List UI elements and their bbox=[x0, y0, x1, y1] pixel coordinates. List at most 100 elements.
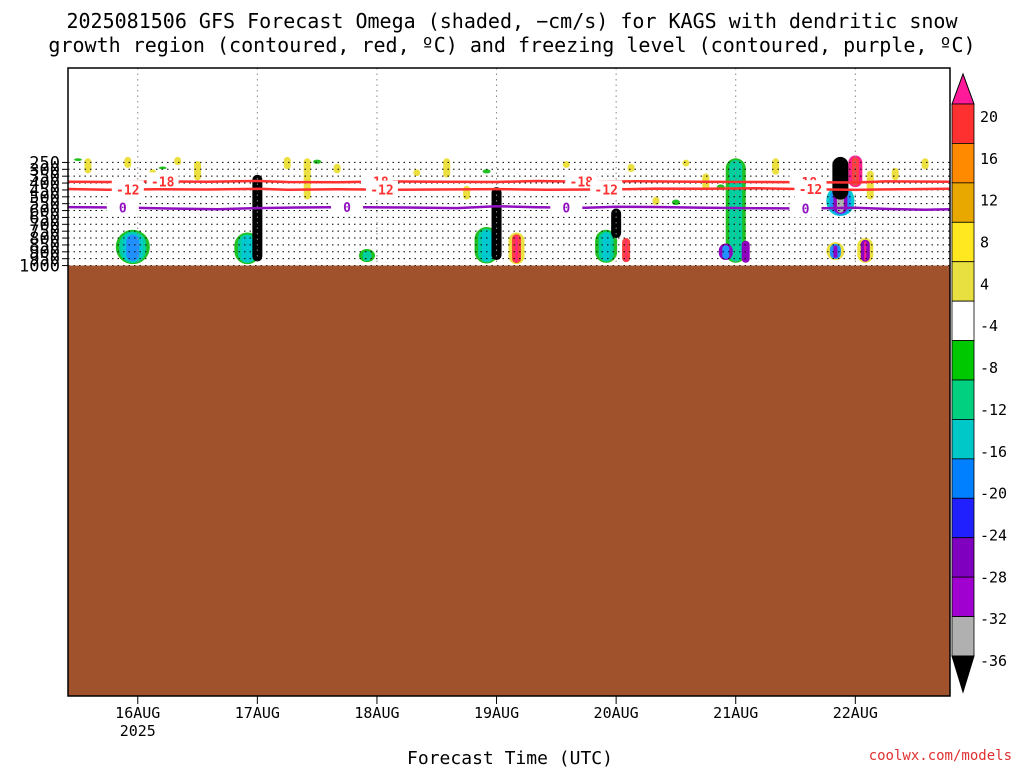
chart-title-line2: growth region (contoured, red, ºC) and f… bbox=[48, 33, 975, 57]
colorbar-swatch bbox=[951, 458, 975, 499]
contour-label: 0 bbox=[802, 202, 810, 217]
contour-label: -12 bbox=[594, 183, 617, 198]
y-tick-label: 700 bbox=[29, 215, 60, 235]
colorbar-swatch bbox=[951, 537, 975, 578]
x-tick-label: 20AUG bbox=[594, 704, 639, 722]
y-tick-label: 350 bbox=[29, 167, 60, 187]
omega-contour-region bbox=[283, 156, 291, 170]
watermark: coolwx.com/models bbox=[869, 748, 1012, 764]
y-tick-label: 300 bbox=[29, 160, 60, 180]
updraft-core-1 bbox=[252, 174, 263, 262]
contour-label: -12 bbox=[116, 183, 139, 198]
colorbar-swatch bbox=[951, 616, 975, 657]
colorbar-label: 16 bbox=[980, 150, 998, 168]
contour-label: -12 bbox=[799, 183, 822, 198]
colorbar-swatch bbox=[951, 576, 975, 617]
omega-contour-region bbox=[124, 156, 132, 168]
contour-label: -12 bbox=[370, 184, 393, 199]
x-tick-label: 19AUG bbox=[474, 704, 519, 722]
omega-contour-region bbox=[174, 156, 182, 166]
y-tick-label: 1000 bbox=[19, 257, 60, 277]
colorbar-swatch bbox=[951, 497, 975, 539]
omega-contour-region bbox=[864, 241, 867, 261]
contour-label: 0 bbox=[343, 201, 351, 216]
colorbar-label: 20 bbox=[980, 108, 998, 126]
colorbar-label: -16 bbox=[980, 443, 1007, 461]
omega-contour-region bbox=[443, 158, 451, 178]
omega-contour-region bbox=[891, 167, 899, 181]
updraft-core-4 bbox=[832, 156, 849, 200]
colorbar-label: -8 bbox=[980, 359, 998, 377]
omega-contour-region bbox=[126, 234, 140, 261]
x-tick-label: 18AUG bbox=[354, 704, 399, 722]
contour-label: 0 bbox=[119, 202, 127, 217]
colorbar-label: -32 bbox=[980, 610, 1007, 628]
omega-contour-region bbox=[333, 163, 341, 174]
axes: 2503003504004505005506006507007508008509… bbox=[19, 67, 951, 740]
x-tick-sublabel: 2025 bbox=[120, 722, 156, 740]
omega-contour-region bbox=[482, 169, 491, 174]
y-tick-label: 550 bbox=[29, 195, 60, 215]
chart-title-line1: 2025081506 GFS Forecast Omega (shaded, −… bbox=[66, 9, 958, 33]
omega-contour-region bbox=[625, 239, 627, 262]
y-tick-label: 950 bbox=[29, 250, 60, 270]
omega-contour-region bbox=[515, 235, 518, 262]
y-tick-label: 750 bbox=[29, 222, 60, 242]
colorbar-swatch bbox=[951, 143, 975, 184]
y-tick-label: 500 bbox=[29, 188, 60, 208]
y-tick-label: 650 bbox=[29, 208, 60, 228]
omega-contour-region bbox=[921, 158, 929, 170]
x-tick-label: 21AUG bbox=[713, 704, 758, 722]
omega-contour-region bbox=[833, 245, 838, 258]
omega-contour-region bbox=[682, 159, 690, 167]
colorbar-swatch bbox=[951, 419, 975, 460]
y-tick-label: 600 bbox=[29, 202, 60, 222]
colorbar-swatch bbox=[951, 261, 975, 302]
omega-contour-region bbox=[413, 169, 421, 177]
omega-contour-region bbox=[241, 235, 254, 262]
colorbar-label: 4 bbox=[980, 275, 989, 293]
surface-band bbox=[68, 265, 950, 696]
omega-contour-region bbox=[652, 196, 660, 206]
omega-contour-region bbox=[84, 158, 92, 174]
colorbar-swatch bbox=[951, 182, 975, 223]
omega-contour-region bbox=[313, 159, 322, 164]
updraft-core-2 bbox=[491, 187, 502, 261]
colorbar-label: -36 bbox=[980, 652, 1007, 670]
colorbar-top-arrow bbox=[951, 72, 975, 105]
omega-contour-region bbox=[158, 166, 167, 170]
contour-label: -18 bbox=[151, 175, 175, 190]
x-tick-label: 16AUG bbox=[115, 704, 160, 722]
omega-contour-region bbox=[671, 199, 680, 206]
colorbar-label: -12 bbox=[980, 401, 1007, 419]
omega-contour-region bbox=[562, 161, 570, 168]
colorbar-label: 8 bbox=[980, 234, 989, 252]
x-tick-label: 22AUG bbox=[833, 704, 878, 722]
colorbar-label: -4 bbox=[980, 317, 998, 335]
omega-contour-region bbox=[194, 161, 202, 181]
contour-label: 0 bbox=[562, 202, 570, 217]
colorbar-swatch bbox=[951, 221, 975, 263]
colorbar-bottom-arrow bbox=[951, 655, 975, 694]
y-tick-label: 400 bbox=[29, 174, 60, 194]
colorbar-label: -28 bbox=[980, 568, 1007, 586]
omega-contour-region bbox=[729, 159, 743, 262]
omega-contour-region bbox=[362, 250, 372, 262]
omega-contour-region bbox=[73, 158, 82, 162]
omega-contour-region bbox=[772, 158, 780, 175]
colorbar-swatch bbox=[951, 300, 975, 341]
colorbar-swatch bbox=[951, 379, 975, 420]
omega-contour-region bbox=[463, 185, 471, 200]
colorbar-label: -20 bbox=[980, 485, 1007, 503]
colorbar-label: -24 bbox=[980, 526, 1007, 544]
omega-contour-region bbox=[866, 170, 874, 200]
contour-label: -18 bbox=[570, 176, 594, 191]
omega-contour-region bbox=[481, 230, 492, 262]
omega-contour-region bbox=[851, 157, 859, 187]
contour-line-3 bbox=[67, 204, 951, 211]
y-tick-label: 450 bbox=[29, 181, 60, 201]
omega-contour-region bbox=[627, 163, 635, 173]
omega-contour-region bbox=[602, 233, 611, 261]
